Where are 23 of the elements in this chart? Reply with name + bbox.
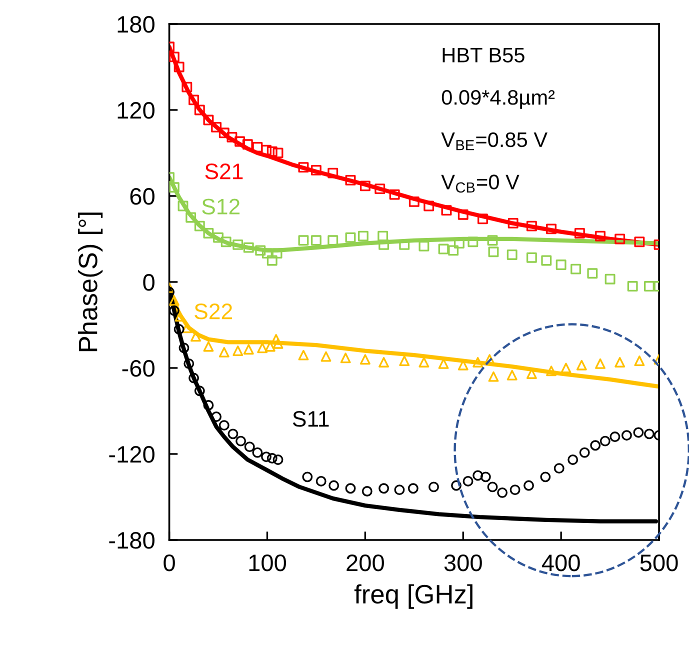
series-label: S22 — [194, 304, 232, 320]
y-tick-label: 60 — [130, 188, 154, 205]
x-tick-label: 0 — [164, 554, 175, 572]
annotation: 0.09*4.8µm² — [442, 90, 555, 109]
x-axis-title: freq [GHz] — [354, 584, 472, 609]
y-tick-label: 180 — [118, 16, 154, 33]
x-tick-label: 500 — [640, 554, 678, 572]
y-tick-label: -180 — [109, 532, 154, 549]
annotation: HBT B55 — [442, 48, 524, 62]
y-tick-label: -120 — [109, 446, 154, 463]
y-tick-label: -60 — [122, 360, 154, 377]
y-axis-title: Phase(S) [°] — [78, 212, 103, 352]
x-tick-label: 400 — [542, 554, 580, 572]
y-tick-label: 120 — [118, 102, 154, 119]
series-label: S11 — [292, 411, 329, 427]
series-label: S21 — [205, 164, 243, 180]
annotation: V$_{BE}$=0.85 V — [441, 132, 548, 150]
x-tick-label: 100 — [249, 554, 286, 572]
x-tick-label: 300 — [444, 554, 482, 572]
series-label: S12 — [202, 198, 240, 214]
y-tick-label: 0 — [143, 274, 154, 291]
x-tick-label: 200 — [346, 554, 384, 572]
annotation: V$_{CB}$=0 V — [441, 174, 520, 193]
